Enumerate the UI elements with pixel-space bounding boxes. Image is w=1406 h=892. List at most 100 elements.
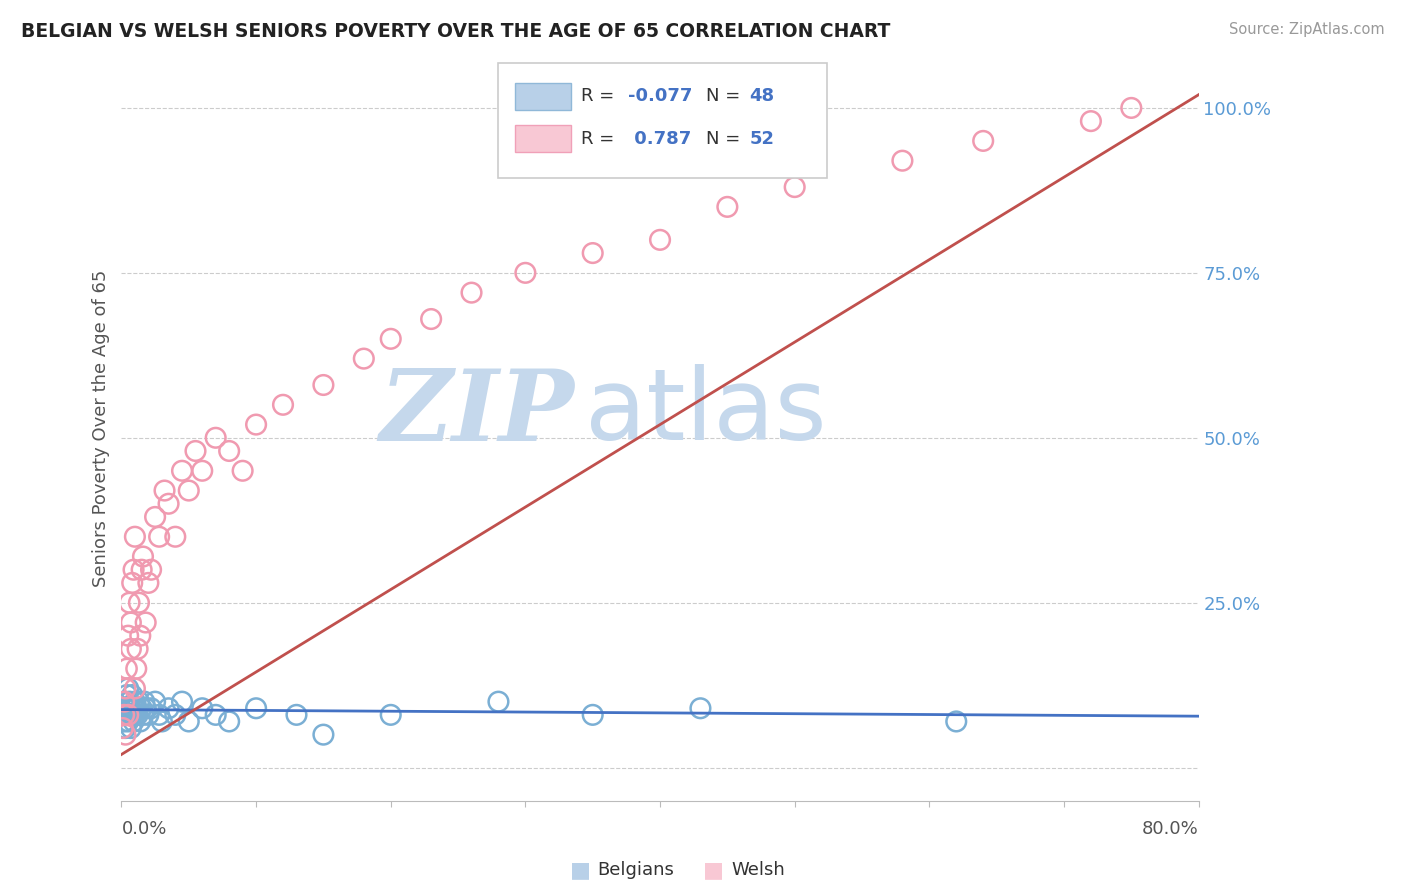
Point [891,153,914,168]
Text: N =: N = [706,87,747,105]
Point [124,530,146,544]
Point [114,701,136,715]
Point [131,563,153,577]
Point [170,464,193,478]
Point [120,701,142,715]
Point [125,701,148,715]
Point [380,332,402,346]
Point [118,707,141,722]
Point [204,431,226,445]
Point [135,615,157,630]
Point [124,695,146,709]
Point [118,596,141,610]
Point [515,266,537,280]
Point [112,714,135,729]
Point [312,728,335,742]
Text: Belgians: Belgians [598,861,675,879]
Point [115,688,138,702]
Point [143,695,166,709]
Point [115,662,138,676]
Point [191,464,214,478]
Point [127,707,149,722]
Text: ■: ■ [703,860,724,880]
Point [139,701,162,715]
Point [117,629,139,643]
Text: atlas: atlas [585,365,827,461]
Point [245,701,267,715]
Point [122,701,145,715]
Point [245,417,267,432]
Point [153,483,176,498]
Point [121,575,143,590]
Point [120,615,142,630]
Point [128,596,150,610]
Point [460,285,482,300]
Point [117,714,139,729]
Point [127,641,149,656]
Point [1121,101,1143,115]
Point [114,728,136,742]
Point [148,530,170,544]
Text: Welsh: Welsh [731,861,785,879]
Point [139,563,162,577]
Point [132,549,155,564]
Text: 52: 52 [749,129,775,148]
Point [117,701,139,715]
Text: -0.077: -0.077 [627,87,692,105]
Text: BELGIAN VS WELSH SENIORS POVERTY OVER THE AGE OF 65 CORRELATION CHART: BELGIAN VS WELSH SENIORS POVERTY OVER TH… [21,22,890,41]
Point [117,681,139,696]
FancyBboxPatch shape [515,83,571,110]
Point [129,629,152,643]
Point [972,134,994,148]
Point [648,233,671,247]
Point [150,714,173,729]
Point [122,714,145,729]
Point [128,695,150,709]
Text: 0.0%: 0.0% [121,821,167,838]
Point [143,510,166,524]
Point [129,714,152,729]
Point [165,707,187,722]
Text: 0.787: 0.787 [627,129,690,148]
Point [582,707,605,722]
Point [716,200,738,214]
Point [138,575,160,590]
Point [112,707,135,722]
Text: 48: 48 [749,87,775,105]
Point [138,707,160,722]
Point [124,681,146,696]
Point [120,721,142,735]
Point [114,681,136,696]
Text: ZIP: ZIP [378,365,574,461]
Point [114,721,136,735]
Point [157,497,180,511]
Point [689,701,711,715]
Text: ■: ■ [569,860,591,880]
Point [380,707,402,722]
Text: N =: N = [706,129,747,148]
Point [111,721,134,735]
Point [271,398,294,412]
Point [1080,114,1102,128]
Point [165,530,187,544]
Point [232,464,254,478]
Text: R =: R = [582,87,620,105]
Point [783,180,806,194]
Point [118,695,141,709]
Point [170,695,193,709]
Point [121,707,143,722]
Point [122,563,145,577]
Point [115,707,138,722]
Point [353,351,375,366]
Point [134,695,156,709]
Text: 80.0%: 80.0% [1142,821,1199,838]
Point [177,714,200,729]
Point [112,695,135,709]
Point [488,695,510,709]
Point [112,695,135,709]
Point [117,707,139,722]
Point [177,483,200,498]
Y-axis label: Seniors Poverty Over the Age of 65: Seniors Poverty Over the Age of 65 [93,269,110,587]
FancyBboxPatch shape [515,125,571,152]
Point [218,444,240,458]
